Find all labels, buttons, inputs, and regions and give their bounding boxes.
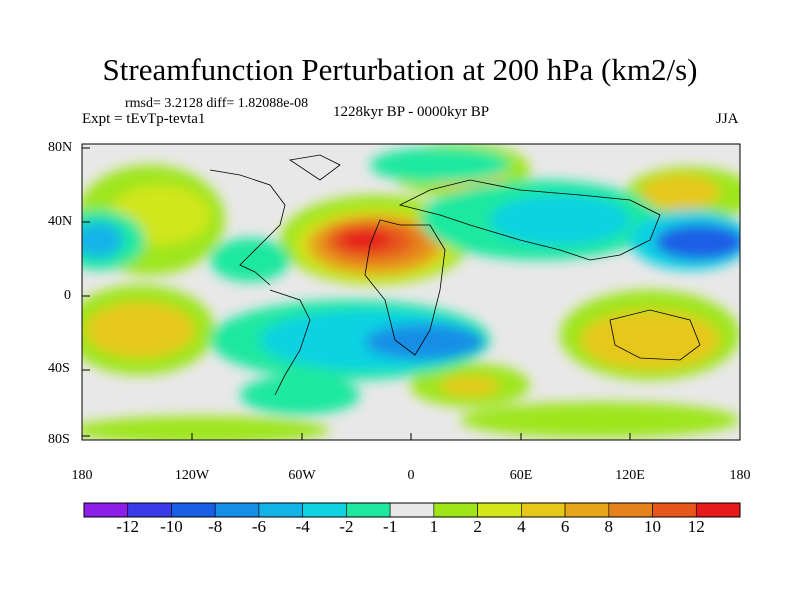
coast-greenland (288, 154, 341, 181)
experiment-label: Expt = tEvTp-tevta1 (82, 111, 206, 127)
colorbar-label: 2 (473, 517, 482, 536)
colorbar-label: -12 (116, 517, 140, 536)
colorbar-swatch (433, 502, 478, 518)
lat-label-40n: 40N (48, 214, 73, 229)
lon-label-0: 0 (407, 468, 415, 483)
contour-blob (210, 238, 290, 282)
contour-blob (365, 324, 485, 360)
coast-eurasia (398, 179, 661, 261)
lon-label-60w: 60W (288, 468, 316, 483)
colorbar-label: -1 (383, 517, 398, 536)
colorbar-swatch (171, 502, 216, 518)
contour-blob (240, 375, 360, 415)
colorbar-label: -6 (251, 517, 266, 536)
colorbar-label: 10 (644, 517, 662, 536)
contour-blob (82, 416, 330, 440)
colorbar-swatch (521, 502, 566, 518)
coast-south-america (269, 289, 311, 396)
colorbar-swatch (258, 502, 303, 518)
colorbar (83, 502, 741, 518)
map-title: Streamfunction Perturbation at 200 hPa (… (102, 52, 698, 87)
contour-field (82, 144, 740, 440)
colorbar-label: 1 (429, 517, 439, 536)
contour-blob (82, 222, 123, 258)
lat-label-40s: 40S (48, 361, 70, 376)
lon-label-180w: 180 (71, 468, 93, 483)
contour-blob (460, 402, 740, 438)
coastlines (209, 154, 701, 396)
lat-label-80s: 80S (48, 432, 70, 447)
lat-label-80n: 80N (48, 140, 73, 155)
contour-blob (85, 302, 195, 358)
lon-label-120e: 120E (615, 468, 645, 483)
lon-label-60e: 60E (509, 468, 533, 483)
colorbar-label: -8 (208, 517, 223, 536)
colorbar-swatch (127, 502, 172, 518)
colorbar-swatch (608, 502, 653, 518)
colorbar-label: -4 (295, 517, 310, 536)
period-label: 1228kyr BP - 0000kyr BP (332, 104, 490, 120)
colorbar-label: 6 (560, 517, 570, 536)
lon-label-180e: 180 (729, 468, 751, 483)
colorbar-swatch (83, 502, 129, 518)
colorbar-swatch (389, 502, 435, 518)
colorbar-label: 12 (687, 517, 705, 536)
colorbar-label: -10 (160, 517, 183, 536)
contour-blob (490, 195, 630, 245)
stats-text: rmsd= 3.2128 diff= 1.82088e-08 (125, 96, 309, 111)
colorbar-swatch (214, 502, 260, 518)
colorbar-swatch (652, 502, 697, 518)
contour-blob (640, 174, 720, 210)
contour-blob (440, 376, 500, 396)
axis-ticks (82, 147, 631, 440)
coast-north-america (209, 169, 286, 286)
colorbar-swatch (477, 502, 522, 518)
contour-blob (339, 230, 391, 250)
colorbar-swatch (695, 502, 741, 518)
colorbar-swatch (302, 502, 347, 518)
contour-blob (655, 224, 740, 260)
colorbar-swatch (564, 502, 610, 518)
colorbar-swatch (346, 502, 391, 518)
contour-blob (580, 310, 720, 370)
colorbar-label: 4 (517, 517, 526, 536)
colorbar-label: -2 (339, 517, 354, 536)
season-label: JJA (716, 111, 739, 127)
lat-label-0: 0 (64, 288, 71, 303)
coast-africa (364, 219, 446, 356)
contour-blob (370, 147, 510, 183)
lon-label-120w: 120W (174, 468, 210, 483)
colorbar-label: 8 (604, 517, 614, 536)
coast-australia (609, 309, 701, 361)
